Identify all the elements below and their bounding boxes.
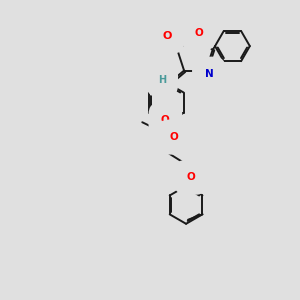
Text: O: O: [161, 115, 170, 124]
Text: O: O: [169, 132, 178, 142]
Text: N: N: [205, 69, 213, 79]
Text: H: H: [158, 75, 166, 85]
Text: O: O: [162, 31, 171, 40]
Text: O: O: [194, 28, 203, 38]
Text: O: O: [187, 172, 195, 182]
